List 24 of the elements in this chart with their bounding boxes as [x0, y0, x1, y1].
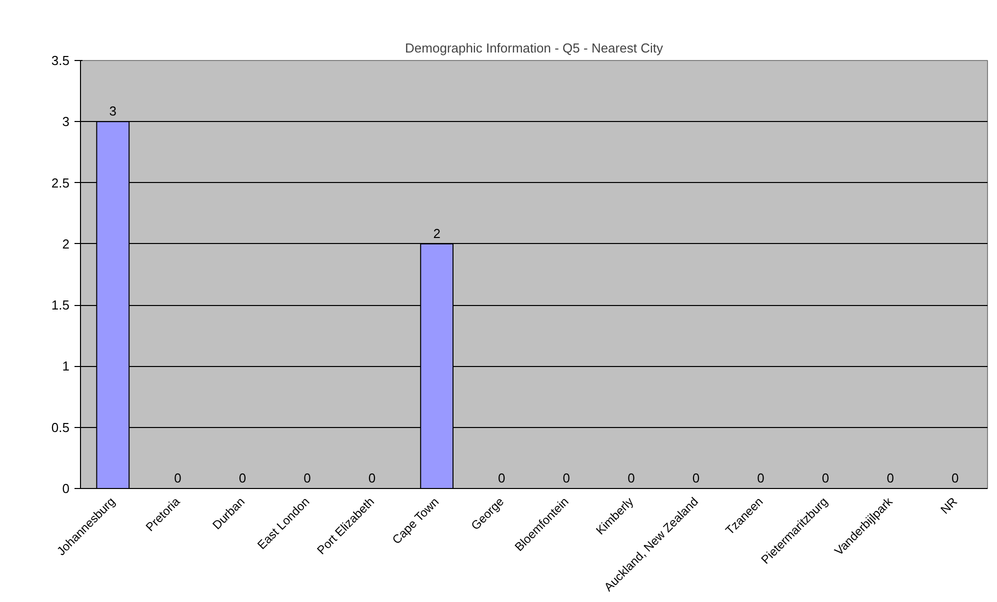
y-tick-label: 3.5	[51, 53, 70, 68]
data-label: 0	[951, 470, 959, 486]
data-label: 0	[886, 470, 894, 486]
x-tick-label: NR	[938, 494, 960, 517]
y-tick-label: 1	[62, 358, 70, 374]
data-label: 0	[562, 470, 570, 486]
chart-title: Demographic Information - Q5 - Nearest City	[405, 40, 664, 56]
data-label: 3	[109, 104, 117, 119]
data-label: 0	[628, 470, 635, 486]
data-label: 0	[368, 470, 376, 486]
data-label: 0	[822, 470, 830, 486]
y-tick-label: 0.5	[51, 420, 70, 435]
y-tick-label: 0	[62, 481, 70, 496]
y-tick-label: 2.5	[51, 175, 70, 190]
data-label: 0	[498, 470, 506, 486]
data-label: 0	[304, 470, 311, 486]
y-tick-label: 3	[62, 114, 70, 130]
y-tick-label: 1.5	[51, 298, 70, 313]
data-label: 0	[174, 470, 182, 486]
data-label: 0	[692, 470, 700, 486]
data-label: 0	[757, 470, 764, 486]
data-label: 0	[238, 470, 246, 486]
data-label: 2	[433, 226, 440, 241]
y-tick-label: 2	[62, 236, 70, 252]
